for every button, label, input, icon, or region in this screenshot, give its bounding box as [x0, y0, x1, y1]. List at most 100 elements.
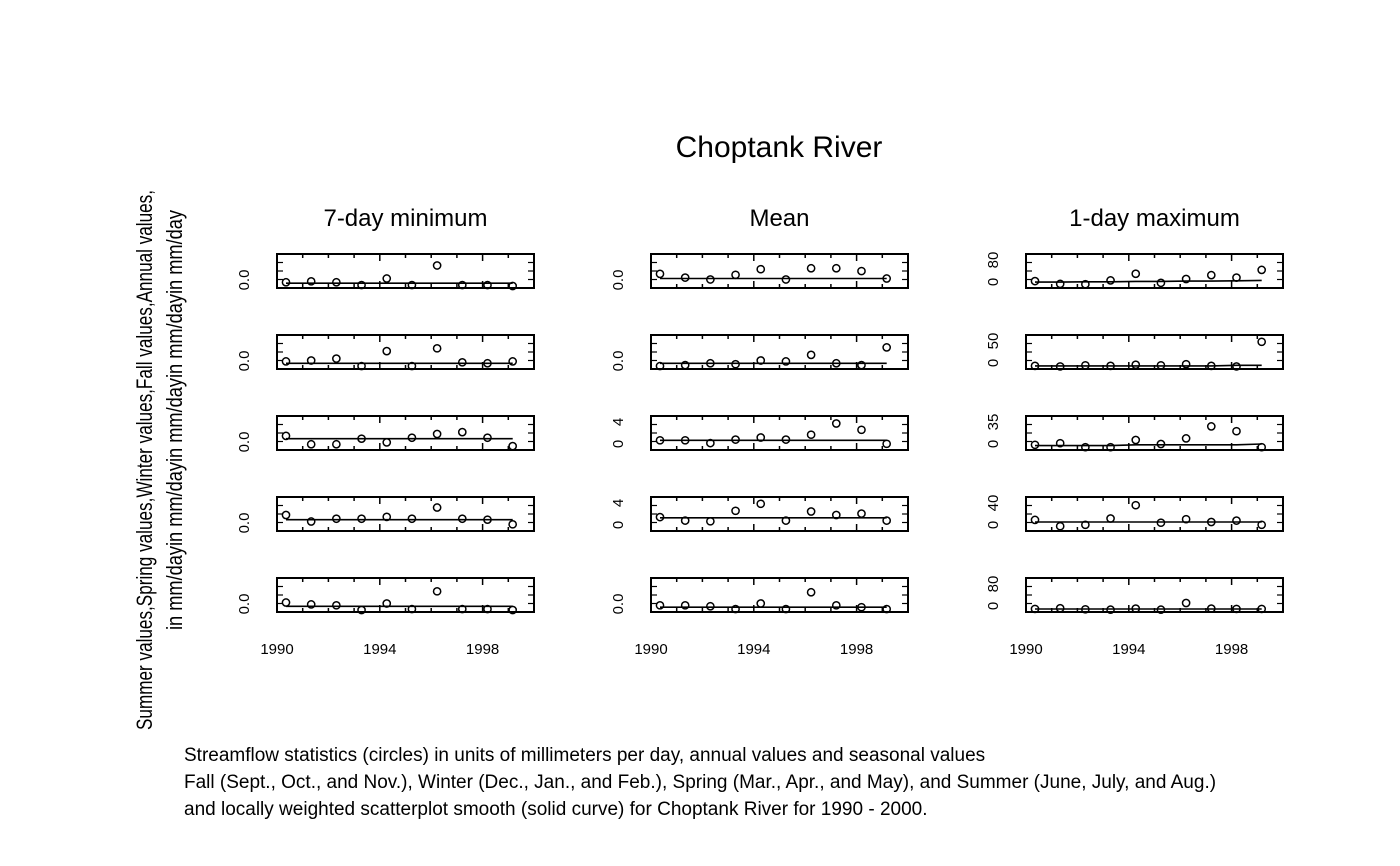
data-point — [382, 274, 392, 283]
data-point — [1181, 274, 1191, 284]
data-point — [1055, 603, 1065, 613]
data-point — [1232, 362, 1241, 371]
data-point — [306, 517, 316, 526]
panel-frame — [276, 415, 535, 451]
data-point — [1131, 604, 1141, 613]
data-point — [831, 358, 841, 368]
data-point — [1055, 279, 1065, 289]
data-point — [382, 599, 392, 608]
data-point — [1131, 269, 1141, 279]
data-point — [407, 604, 417, 614]
y-tick-label: 0.0 — [610, 594, 627, 615]
data-point — [1232, 426, 1241, 436]
y-tick-label: 4 — [610, 418, 627, 426]
data-point — [332, 354, 341, 363]
panel-2-1: 0.0 — [610, 253, 909, 290]
smooth-curve — [1035, 279, 1262, 283]
panel-frame — [650, 496, 909, 532]
data-point — [508, 441, 518, 451]
data-point — [1206, 422, 1216, 431]
panel-2-5: 0.0 — [610, 577, 909, 615]
x-tick-label: 1994 — [363, 641, 396, 658]
data-point — [1106, 276, 1115, 285]
data-point — [1081, 442, 1090, 452]
data-point — [1131, 360, 1141, 370]
panel-1-3: 0.0 — [236, 415, 535, 452]
panel-3-1: 0 80 — [985, 252, 1284, 289]
data-point — [407, 514, 417, 524]
y-tick-label: 0 — [985, 602, 1002, 610]
data-point — [1081, 360, 1090, 370]
panel-2-2: 0.0 — [610, 334, 909, 371]
data-point — [1030, 276, 1040, 286]
data-point — [407, 361, 417, 371]
data-point — [432, 503, 442, 512]
data-point — [357, 280, 366, 290]
y-tick-label: 0 — [985, 359, 1002, 367]
data-point — [706, 438, 715, 448]
data-point — [281, 510, 291, 520]
data-point — [1081, 604, 1090, 614]
y-tick-label: 40 — [985, 495, 1002, 512]
data-point — [882, 439, 892, 449]
y-tick-label: 0 — [985, 278, 1002, 286]
data-point — [1030, 361, 1040, 371]
panel-frame — [650, 415, 909, 451]
data-point — [1106, 605, 1115, 615]
y-tick-label: 0.0 — [236, 270, 253, 291]
data-point — [508, 519, 518, 529]
data-point — [706, 601, 715, 611]
data-point — [731, 270, 740, 280]
data-point — [1257, 337, 1267, 347]
data-point — [281, 357, 291, 366]
data-point — [756, 499, 766, 509]
data-point — [806, 507, 816, 516]
data-point — [407, 280, 417, 290]
data-point — [332, 600, 341, 610]
panel-1-5: 0.0 — [236, 577, 535, 614]
data-point — [483, 515, 492, 525]
data-point — [1055, 521, 1065, 531]
data-point — [1181, 359, 1191, 369]
data-point — [706, 275, 715, 284]
panel-frame — [1025, 334, 1284, 370]
data-point — [680, 435, 690, 445]
data-point — [306, 356, 316, 365]
data-point — [756, 433, 766, 442]
data-point — [1232, 273, 1241, 282]
data-point — [655, 512, 665, 522]
data-point — [756, 356, 766, 365]
data-point — [1030, 604, 1040, 614]
panel-frame — [1025, 577, 1284, 613]
data-point — [731, 359, 740, 369]
data-point — [655, 361, 665, 371]
data-point — [882, 516, 892, 525]
data-point — [332, 439, 341, 449]
data-point — [1232, 604, 1241, 614]
data-point — [483, 358, 492, 368]
caption-line-1: Streamflow statistics (circles) in units… — [184, 745, 986, 766]
panel-1-2: 0.0 — [236, 334, 535, 371]
data-point — [1055, 362, 1065, 371]
data-point — [457, 427, 467, 437]
data-point — [1156, 278, 1166, 288]
y-tick-label: 80 — [985, 576, 1002, 593]
data-point — [1156, 518, 1166, 528]
data-point — [806, 587, 816, 597]
data-point — [857, 425, 866, 435]
data-point — [857, 509, 866, 518]
panel-2-3: 04 — [610, 415, 909, 451]
x-tick-label: 1998 — [466, 641, 499, 658]
data-point — [1131, 435, 1141, 445]
data-point — [806, 430, 816, 440]
x-tick-label: 1990 — [1009, 641, 1042, 658]
y-tick-label: 50 — [985, 333, 1002, 350]
data-point — [1106, 361, 1115, 371]
data-point — [457, 357, 467, 367]
data-point — [357, 434, 366, 444]
data-point — [806, 350, 816, 360]
data-point — [1181, 434, 1191, 443]
x-tick-label: 1994 — [1112, 641, 1145, 658]
data-point — [756, 599, 766, 608]
y-tick-label: 80 — [985, 252, 1002, 269]
